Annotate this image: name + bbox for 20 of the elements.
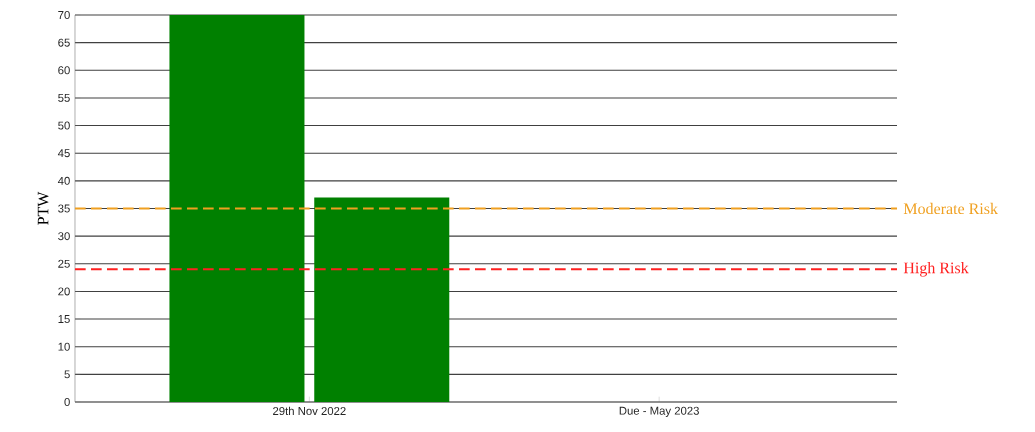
ref-line-label: High Risk: [903, 262, 969, 277]
y-tick-label: 45: [57, 149, 70, 158]
y-tick-label: 25: [58, 259, 70, 268]
ref-line-label: Moderate Risk: [903, 202, 998, 215]
x-tick-label: Due - May 2023: [619, 406, 699, 417]
y-tick-label: 60: [58, 66, 70, 75]
y-axis-title: PTW: [37, 191, 49, 225]
y-tick-label: 70: [58, 10, 70, 19]
y-tick-label: 65: [58, 38, 70, 47]
y-tick-label: 5: [64, 370, 70, 379]
y-tick-label: 15: [58, 315, 70, 324]
y-tick-label: 0: [64, 398, 70, 406]
y-tick-label: 50: [58, 121, 70, 130]
y-tick-label: 20: [58, 287, 70, 296]
x-tick-label: 29th Nov 2022: [273, 406, 346, 416]
y-tick-label: 55: [58, 93, 70, 102]
y-tick-label: 30: [58, 232, 70, 241]
y-tick-label: 10: [58, 342, 70, 351]
y-tick-label: 35: [58, 204, 70, 213]
y-tick-label: 40: [57, 176, 70, 185]
